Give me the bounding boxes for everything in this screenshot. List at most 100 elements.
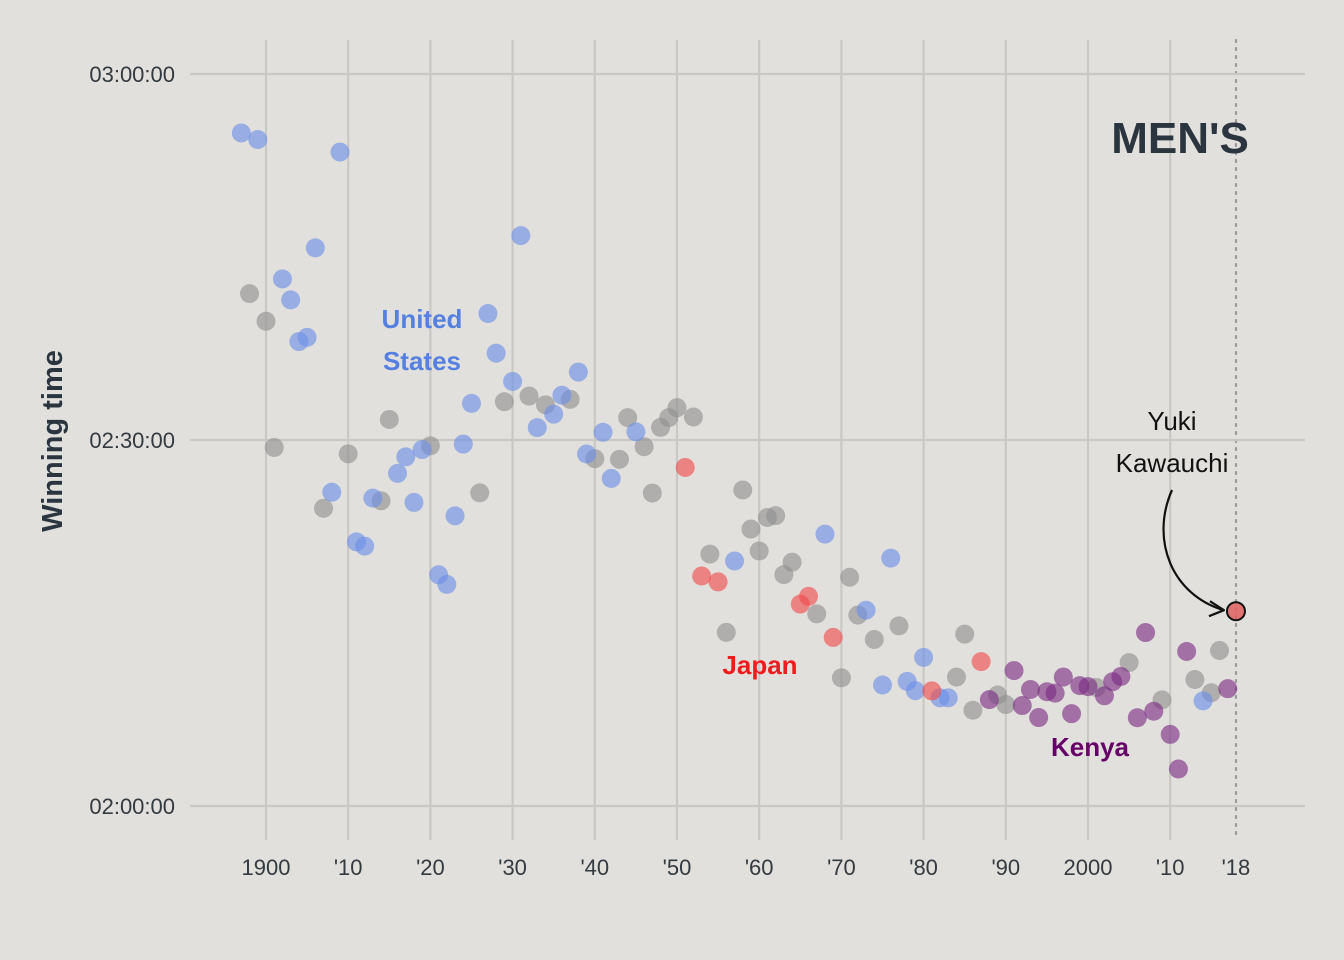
data-point (1053, 667, 1073, 687)
data-point (297, 327, 317, 347)
y-axis: 03:00:00 02:30:00 02:00:00 (89, 62, 175, 819)
group-labels: United States Japan Kenya (382, 304, 1130, 762)
data-point (544, 404, 564, 424)
data-point (922, 681, 942, 701)
data-point (593, 422, 613, 442)
x-tick-label: '90 (991, 855, 1020, 880)
data-point (741, 519, 761, 539)
x-tick-label: '10 (1156, 855, 1185, 880)
data-point (626, 422, 646, 442)
data-point (782, 552, 802, 572)
data-point (1119, 653, 1139, 673)
data-point (642, 483, 662, 503)
data-point (338, 444, 358, 464)
data-point (716, 622, 736, 642)
data-point (281, 290, 301, 310)
data-point (996, 695, 1016, 715)
group-label: Kenya (1051, 732, 1130, 762)
data-point (1078, 677, 1098, 697)
x-axis: 1900 '10 '20 '30 '40 '50 '60 '70 '80 '90 2000 '10 '1… (242, 855, 1251, 880)
data-point (1029, 708, 1049, 728)
data-point (363, 488, 383, 508)
data-point (462, 393, 481, 413)
data-point (807, 604, 827, 624)
data-point (231, 123, 251, 143)
y-tick-label: 02:00:00 (89, 794, 175, 819)
data-point (1144, 701, 1164, 721)
data-point (601, 468, 621, 488)
data-point (873, 675, 892, 695)
data-point (1210, 640, 1230, 660)
data-point (955, 624, 975, 644)
x-tick-label: '40 (580, 855, 609, 880)
data-point (749, 541, 769, 561)
data-point (708, 572, 728, 592)
data-point (272, 269, 292, 289)
data-point (856, 600, 876, 620)
data-point (264, 438, 284, 458)
data-point (1185, 670, 1205, 690)
data-point (840, 567, 860, 587)
data-point (1111, 666, 1131, 686)
data-point (815, 524, 835, 544)
data-point (256, 311, 276, 331)
x-tick-label: '10 (334, 855, 363, 880)
annotation: Yuki Kawauchi (1116, 406, 1228, 618)
data-point (1045, 683, 1065, 703)
data-point (1160, 724, 1180, 744)
data-point (889, 616, 909, 636)
data-point (453, 434, 473, 454)
data-point (1020, 679, 1040, 699)
data-point (486, 343, 506, 363)
data-point (552, 385, 572, 405)
data-point (799, 586, 819, 606)
data-point (314, 498, 334, 518)
data-point (634, 437, 654, 457)
data-point (766, 506, 786, 526)
data-point (700, 544, 720, 564)
data-point (881, 548, 901, 568)
annotation-arrowhead (1208, 600, 1226, 618)
data-point (379, 409, 399, 429)
data-point (478, 304, 498, 324)
x-tick-label: '60 (745, 855, 774, 880)
data-point (527, 418, 547, 438)
data-point (519, 386, 539, 406)
highlight-point (1225, 601, 1246, 622)
data-point (667, 398, 687, 418)
group-label: United States (382, 304, 463, 376)
group-label: Japan (722, 650, 797, 680)
x-tick-label: '20 (416, 855, 445, 880)
grid-lines (190, 38, 1305, 842)
data-point (1127, 708, 1147, 728)
data-point (445, 506, 465, 526)
data-point (248, 129, 268, 149)
data-point (864, 629, 884, 649)
y-axis-label: Winning time (37, 350, 69, 532)
data-points (231, 123, 1246, 779)
data-point (979, 690, 999, 710)
data-point (355, 536, 375, 556)
x-tick-label: '70 (827, 855, 856, 880)
data-point (905, 681, 925, 701)
data-point (938, 688, 958, 708)
y-tick-label: 03:00:00 (89, 62, 175, 87)
data-point (692, 566, 712, 586)
panel-label: MEN'S (1111, 114, 1249, 163)
data-point (577, 444, 597, 464)
data-point (971, 652, 991, 672)
data-point (1094, 686, 1114, 706)
x-tick-label: 2000 (1064, 855, 1113, 880)
data-point (1168, 759, 1188, 779)
data-point (609, 449, 629, 469)
y-tick-label: 02:30:00 (89, 428, 175, 453)
data-point (733, 480, 753, 500)
data-point (388, 463, 408, 483)
data-point (914, 647, 934, 667)
data-point (1193, 691, 1213, 711)
data-point (823, 627, 843, 647)
data-point (1004, 661, 1024, 681)
data-point (240, 284, 260, 304)
x-tick-label: 1900 (242, 855, 291, 880)
